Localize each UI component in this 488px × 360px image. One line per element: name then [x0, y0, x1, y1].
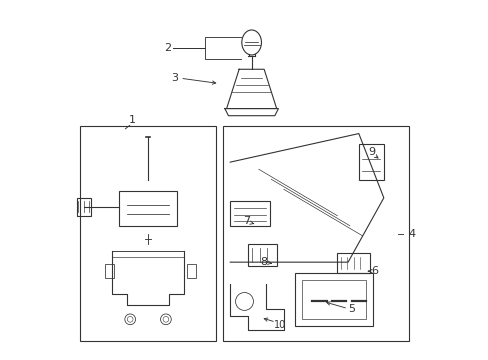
Text: 4: 4: [408, 229, 415, 239]
Bar: [337, 253, 369, 273]
Text: 9: 9: [367, 147, 374, 157]
Text: 3: 3: [171, 73, 178, 83]
Text: 10: 10: [274, 320, 286, 330]
Bar: [187, 264, 196, 278]
Text: 2: 2: [164, 43, 171, 53]
Bar: [294, 273, 372, 327]
Bar: [77, 198, 91, 216]
Bar: [105, 264, 114, 278]
Bar: [230, 202, 269, 226]
Text: 7: 7: [242, 216, 249, 226]
Text: 6: 6: [370, 266, 378, 276]
Bar: [301, 280, 365, 319]
Text: 1: 1: [128, 115, 135, 125]
Bar: [358, 144, 383, 180]
Bar: [119, 191, 176, 226]
Bar: [80, 126, 216, 341]
Bar: [223, 126, 408, 341]
Bar: [247, 244, 276, 266]
Text: 8: 8: [260, 257, 267, 267]
Text: 5: 5: [347, 303, 354, 314]
